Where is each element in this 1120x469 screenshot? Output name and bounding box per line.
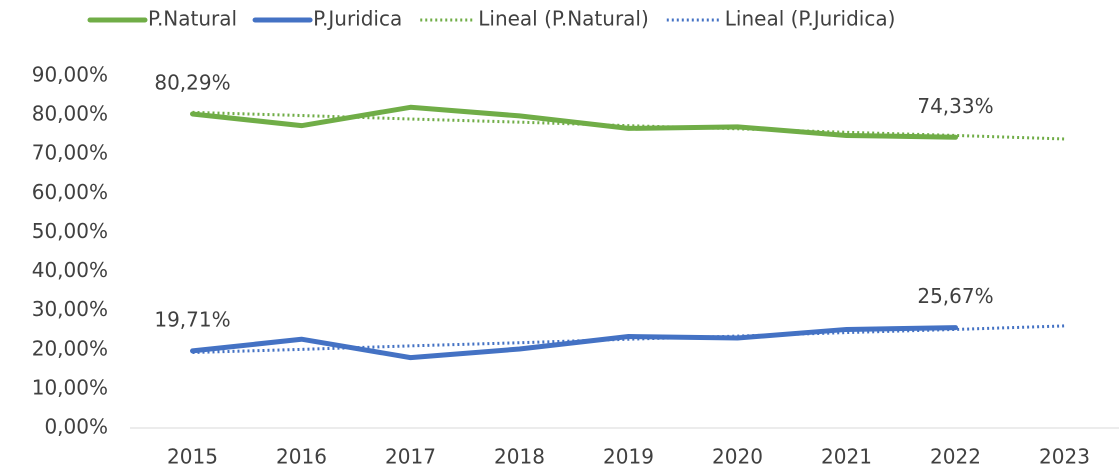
x-tick-label: 2017 [385, 445, 436, 469]
x-tick-label: 2018 [494, 445, 545, 469]
data-label: 74,33% [917, 94, 993, 118]
y-tick-label: 0,00% [44, 415, 108, 439]
x-tick-label: 2020 [712, 445, 763, 469]
legend-label: P.Natural [148, 7, 237, 31]
y-tick-label: 30,00% [32, 297, 108, 321]
x-tick-label: 2021 [821, 445, 872, 469]
x-tick-label: 2016 [276, 445, 327, 469]
data-label: 19,71% [154, 307, 230, 331]
x-tick-label: 2015 [167, 445, 218, 469]
trend-line [192, 110, 1065, 141]
legend-label: Lineal (P.Natural) [478, 7, 649, 31]
y-tick-label: 50,00% [32, 219, 108, 243]
y-tick-label: 90,00% [32, 63, 108, 87]
y-tick-label: 10,00% [32, 375, 108, 399]
legend-label: P.Juridica [313, 7, 402, 31]
data-label: 80,29% [154, 70, 230, 94]
y-tick-label: 40,00% [32, 258, 108, 282]
series-line [190, 104, 958, 140]
data-label: 25,67% [917, 284, 993, 308]
x-tick-label: 2022 [930, 445, 981, 469]
y-tick-label: 60,00% [32, 180, 108, 204]
legend-label: Lineal (P.Juridica) [725, 7, 896, 31]
series-line [190, 325, 958, 361]
x-tick-label: 2019 [603, 445, 654, 469]
y-tick-label: 80,00% [32, 102, 108, 126]
trend-line [192, 324, 1065, 355]
x-tick-label: 2023 [1039, 445, 1090, 469]
y-tick-label: 20,00% [32, 336, 108, 360]
y-tick-label: 70,00% [32, 141, 108, 165]
